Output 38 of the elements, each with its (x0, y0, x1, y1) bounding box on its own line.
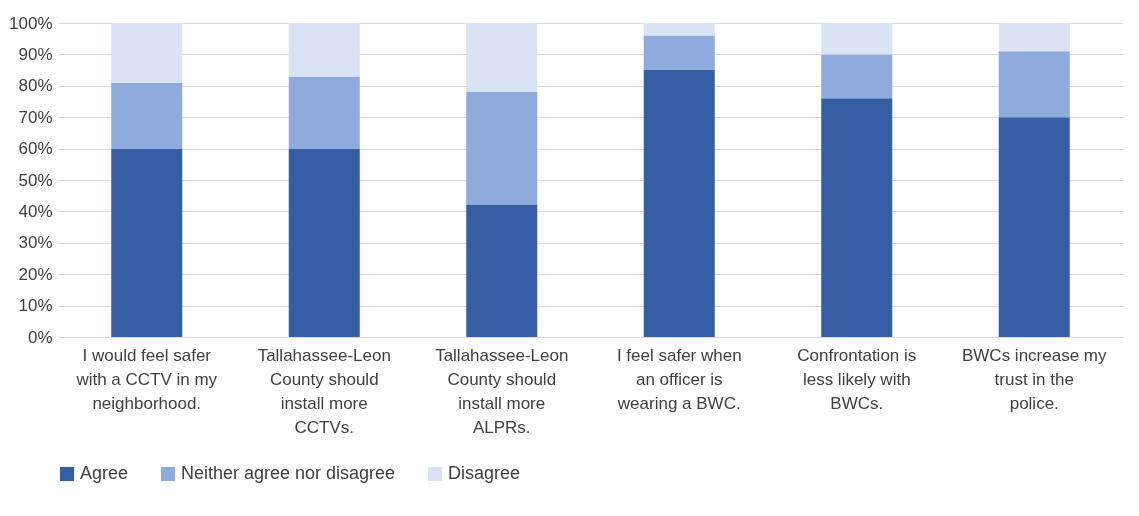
bar (643, 35, 715, 71)
y-tick-label: 20% (18, 264, 53, 284)
bar (288, 23, 360, 77)
bar (998, 23, 1070, 52)
bar (998, 51, 1070, 118)
bar (821, 23, 893, 55)
y-tick-label: 50% (18, 170, 53, 190)
y-tick-label: 90% (18, 44, 53, 64)
bar (821, 54, 893, 99)
y-tick-label: 80% (18, 76, 53, 96)
x-tick-label: Tallahassee-Leon County should install more CCTVs. (257, 345, 391, 437)
bar (643, 23, 715, 36)
bar (111, 82, 183, 149)
y-tick-label: 70% (18, 107, 53, 127)
bar (288, 148, 360, 337)
legend-label: Agree (80, 463, 129, 483)
legend-label: Neither agree nor disagree (181, 463, 396, 483)
bar (111, 148, 183, 337)
x-tick-label: I would feel safer with a CCTV in my neighborhood. (75, 345, 218, 413)
bar (466, 23, 538, 93)
bar (466, 205, 538, 337)
y-tick-label: 0% (27, 327, 53, 347)
legend-label: Disagree (448, 463, 521, 483)
x-tick-label: I feel safer when an officer is wearing a BWC. (616, 345, 742, 413)
bar (111, 23, 183, 83)
y-tick-label: 100% (9, 13, 53, 33)
bar (466, 92, 538, 206)
x-tick-label: Tallahassee-Leon County should install more ALPRs. (435, 345, 569, 437)
bar (643, 70, 715, 337)
y-tick-label: 30% (18, 233, 53, 253)
y-tick-label: 40% (18, 201, 53, 221)
y-tick-label: 10% (18, 296, 53, 316)
bar (998, 117, 1070, 337)
x-tick-label: BWCs increase my trust in the police. (961, 345, 1108, 413)
y-tick-label: 60% (18, 139, 53, 159)
x-tick-label: Confrontation is less likely with BWCs. (797, 345, 917, 413)
bar (288, 76, 360, 149)
bar (821, 98, 893, 337)
